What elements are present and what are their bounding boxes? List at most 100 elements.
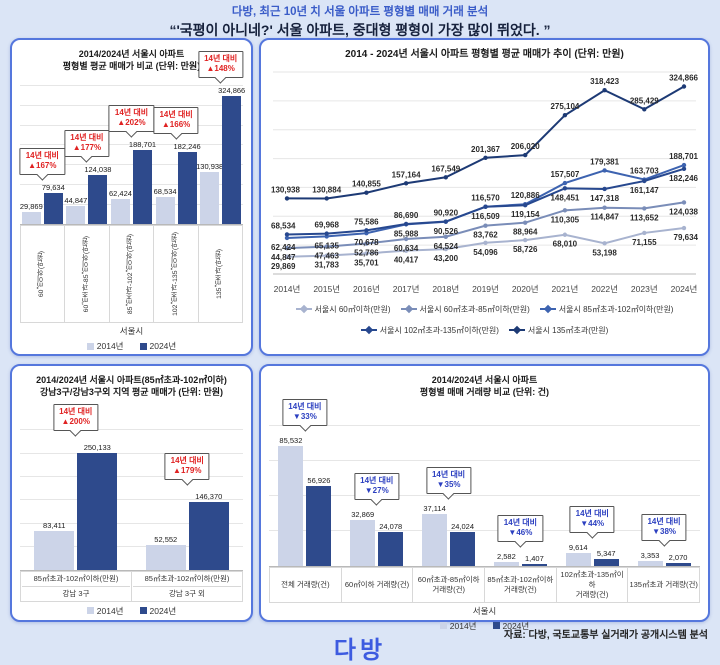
panel-transaction-volume-bar-chart: 2014/2024년 서울시 아파트 평형별 매매 거래량 비교 (단위: 건)… <box>259 364 710 631</box>
legend-label: 서울시 60㎡이하(만원) <box>314 304 391 314</box>
legend-label: 2014년 <box>449 620 477 631</box>
legend-swatch <box>86 607 94 615</box>
bar-wrap: 62,424 <box>109 189 132 225</box>
data-point-value-label: 69,968 <box>314 220 339 229</box>
legend-item: 서울시 102㎡초과-135㎡이하(만원) <box>360 325 499 336</box>
bar-group: 130,938 324,866 14년 대비 ▲148% <box>196 50 245 225</box>
data-point-value-label: 275,104 <box>550 102 579 111</box>
gridline <box>20 475 243 477</box>
x-axis-label-text: 60㎡이하(만원) <box>38 251 46 298</box>
bar-value-label: 2,070 <box>668 553 688 563</box>
bar-groups: 85,532 56,926 14년 대비 ▼33% 32,869 24,078 14년 대비… <box>269 398 700 567</box>
bar-group: 68,534 182,246 14년 대비 ▲166% <box>153 86 201 225</box>
data-point-marker <box>284 254 290 259</box>
data-point-marker <box>403 180 409 185</box>
bar-plot-area: 29,869 79,634 14년 대비 ▲167% 44,847 124,038 14년 … <box>19 50 245 226</box>
data-point-marker <box>324 252 329 258</box>
legend-item: 2024년 <box>139 605 176 617</box>
x-axis-labels: 85㎡초과-102㎡이하(만원) 강남 3구 85㎡초과-102㎡이하(만원) 강남 … <box>20 571 243 602</box>
chart-legend: 2014년 2024년 <box>20 605 243 617</box>
bar-2014년 <box>493 562 519 567</box>
chart-legend: 2014년 2024년 <box>269 620 700 632</box>
panel-price-comparison-bar-chart: 2014/2024년 서울시 아파트 평형별 평균 매매가 비교 (단위: 만원… <box>10 38 253 356</box>
data-point-value-label: 119,154 <box>511 210 540 219</box>
change-badge: 14년 대비 ▲166% <box>153 106 199 135</box>
data-point-marker <box>284 195 290 201</box>
bar-wrap: 32,869 <box>350 510 376 567</box>
data-point-value-label: 124,038 <box>669 207 698 216</box>
data-point-marker <box>602 186 607 191</box>
data-point-value-label: 130,884 <box>312 185 341 194</box>
bar-value-label: 5,347 <box>596 549 616 559</box>
chart-title: 2014/2024년 서울시 아파트 평형별 매매 거래량 비교 (단위: 건) <box>269 374 700 398</box>
data-point-value-label: 31,783 <box>314 260 339 269</box>
badge-change-value: ▲148% <box>206 63 235 73</box>
change-badge: 14년 대비 ▲179% <box>164 452 210 481</box>
data-point-marker <box>562 185 568 191</box>
bar-wrap: 56,926 <box>306 476 332 567</box>
data-point-value-label: 75,586 <box>354 217 379 226</box>
bar-wrap: 79,634 <box>42 183 65 225</box>
x-axis-label: 102㎡초과-135㎡이하 거래량(건) <box>555 568 628 602</box>
x-axis-label-line: 102㎡초과-135㎡이하 <box>560 570 624 590</box>
data-point-value-label: 54,096 <box>473 247 498 256</box>
dabang-logo: 다방 <box>333 637 387 664</box>
data-point-marker <box>443 246 448 251</box>
data-point-marker <box>483 222 488 228</box>
bar-value-label: 32,869 <box>351 510 375 520</box>
data-point-marker <box>562 232 568 237</box>
legend-item: 2014년 <box>86 340 124 352</box>
gridline <box>20 452 243 454</box>
data-point-marker <box>403 247 409 253</box>
data-point-marker <box>443 174 448 180</box>
gridline <box>20 85 243 87</box>
chart-title-line: 2014/2024년 서울시 아파트(85㎡초과-102㎡이하) <box>36 375 227 385</box>
bar-value-label: 85,532 <box>279 436 303 446</box>
panel-gangnam-comparison-bar-chart: 2014/2024년 서울시 아파트(85㎡초과-102㎡이하) 강남3구/강남… <box>10 364 253 622</box>
change-badge: 14년 대비 ▼46% <box>497 514 543 543</box>
bar-wrap: 5,347 <box>593 549 619 567</box>
data-point-value-label: 140,855 <box>352 179 381 188</box>
data-source-note: 자료: 다방, 국토교통부 실거래가 공개시스템 분석 <box>504 630 708 641</box>
bar-2024년 <box>88 175 108 225</box>
change-badge: 14년 대비 ▲177% <box>64 129 110 158</box>
bar-plot-area: 83,411 250,133 14년 대비 ▲200% 52,552 146,370 14년… <box>20 403 243 572</box>
gangnam-comparison-bar-chart: 83,411 250,133 14년 대비 ▲200% 52,552 146,370 14년… <box>20 403 243 617</box>
legend-label: 서울시 85㎡초과-102㎡이하(만원) <box>558 304 674 314</box>
data-point-value-label: 35,701 <box>354 258 379 267</box>
data-point-marker <box>284 235 290 240</box>
x-axis-tick-label: 2020년 <box>512 284 539 294</box>
line-series-5 <box>286 85 685 199</box>
bar-wrap: 188,701 <box>129 140 156 225</box>
bar-2024년 <box>132 150 152 225</box>
chart-title-line: 강남3구/강남3구외 지역 평균 매매가 (단위: 만원) <box>39 387 224 398</box>
bar-2024년 <box>222 96 242 225</box>
badge-change-value: ▲166% <box>161 119 191 129</box>
x-axis-label-line: 강남 3구 외 <box>133 586 241 599</box>
bar-value-label: 52,552 <box>154 535 178 545</box>
bar-group: 83,411 250,133 14년 대비 ▲200% <box>20 403 132 571</box>
bar-wrap: 3,353 <box>637 551 663 567</box>
data-point-value-label: 130,938 <box>271 185 300 194</box>
badge-change-value: ▼27% <box>364 485 389 495</box>
data-point-value-label: 114,847 <box>590 212 619 221</box>
bar-group: 29,869 79,634 14년 대비 ▲167% <box>19 86 65 225</box>
legend-line-marker-dot <box>404 304 413 314</box>
data-point-marker <box>642 205 647 211</box>
data-point-marker <box>364 240 369 246</box>
legend-line-marker-dot <box>364 325 373 335</box>
data-point-value-label: 70,678 <box>354 238 379 247</box>
x-axis-label-text: 102㎡초과-135㎡이하(만원) <box>171 232 179 317</box>
x-axis-label: 135㎡초과(만원) <box>197 226 242 323</box>
x-axis-label-line: 60㎡초과-85㎡이하 <box>417 575 480 585</box>
gridline <box>20 499 243 501</box>
change-badge: 14년 대비 ▲200% <box>53 403 99 432</box>
badge-change-value: ▼38% <box>652 526 677 536</box>
data-point-value-label: 157,164 <box>392 170 421 179</box>
x-axis-label: 135㎡초과 거래량(건) <box>627 568 699 602</box>
data-point-marker <box>681 83 687 89</box>
data-point-marker <box>324 230 329 236</box>
data-point-value-label: 163,703 <box>630 166 659 175</box>
legend-line-marker <box>539 304 556 314</box>
badge-change-value: ▲200% <box>61 416 90 426</box>
